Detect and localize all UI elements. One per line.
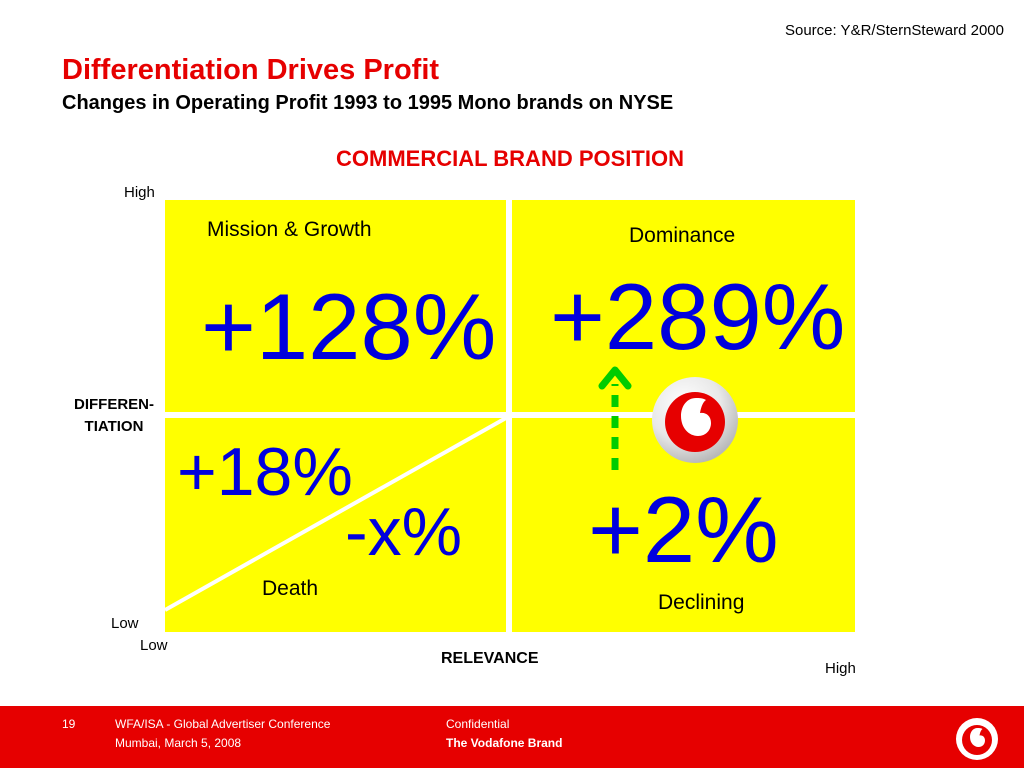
value-death-upper: +18% xyxy=(177,434,353,510)
footer-bar: 19 WFA/ISA - Global Advertiser Conferenc… xyxy=(0,706,1024,768)
location-date: Mumbai, March 5, 2008 xyxy=(115,736,242,750)
quadrant-label-mission-growth: Mission & Growth xyxy=(207,218,372,241)
dashed-up-arrow-icon xyxy=(598,366,632,470)
quadrant-label-declining: Declining xyxy=(658,591,745,614)
y-axis-low-label: Low xyxy=(111,615,139,632)
x-axis-low-label: Low xyxy=(140,637,168,654)
quadrant-death xyxy=(165,418,506,632)
matrix-heading-text: COMMERCIAL BRAND POSITION xyxy=(336,146,684,171)
value-dominance: +289% xyxy=(550,264,846,369)
source-note: Source: Y&R/SternSteward 2000 xyxy=(784,22,1004,39)
vodafone-logo-icon xyxy=(652,377,738,463)
quadrant-mission-growth xyxy=(165,200,506,412)
confidential-label: Confidential xyxy=(446,717,510,731)
value-mission-growth: +128% xyxy=(201,274,497,379)
matrix-heading: COMMERCIAL BRAND POSITION xyxy=(0,146,1024,172)
brand-position-matrix: Mission & Growth +128% Dominance +289% +… xyxy=(165,200,855,632)
value-declining: +2% xyxy=(588,477,779,582)
quadrant-dominance xyxy=(512,200,855,412)
conference-name: WFA/ISA - Global Advertiser Conference xyxy=(115,717,331,731)
value-death-lower: -x% xyxy=(345,494,463,570)
x-axis-label: RELEVANCE xyxy=(441,650,539,667)
slide-subtitle: Changes in Operating Profit 1993 to 1995… xyxy=(62,92,674,114)
y-axis-label: DIFFEREN- TIATION xyxy=(56,394,172,438)
brand-label: The Vodafone Brand xyxy=(446,736,563,750)
death-diagonal-line xyxy=(165,416,507,612)
quadrant-label-death: Death xyxy=(262,577,319,600)
x-axis-high-label: High xyxy=(825,660,856,677)
quadrant-label-dominance: Dominance xyxy=(629,224,736,247)
page-number: 19 xyxy=(62,717,76,731)
vodafone-logo-icon xyxy=(956,718,998,760)
y-axis-high-label: High xyxy=(124,184,155,201)
y-axis-label-line1: DIFFEREN- xyxy=(74,396,154,413)
slide-title: Differentiation Drives Profit xyxy=(62,54,440,86)
y-axis-label-line2: TIATION xyxy=(84,418,144,435)
